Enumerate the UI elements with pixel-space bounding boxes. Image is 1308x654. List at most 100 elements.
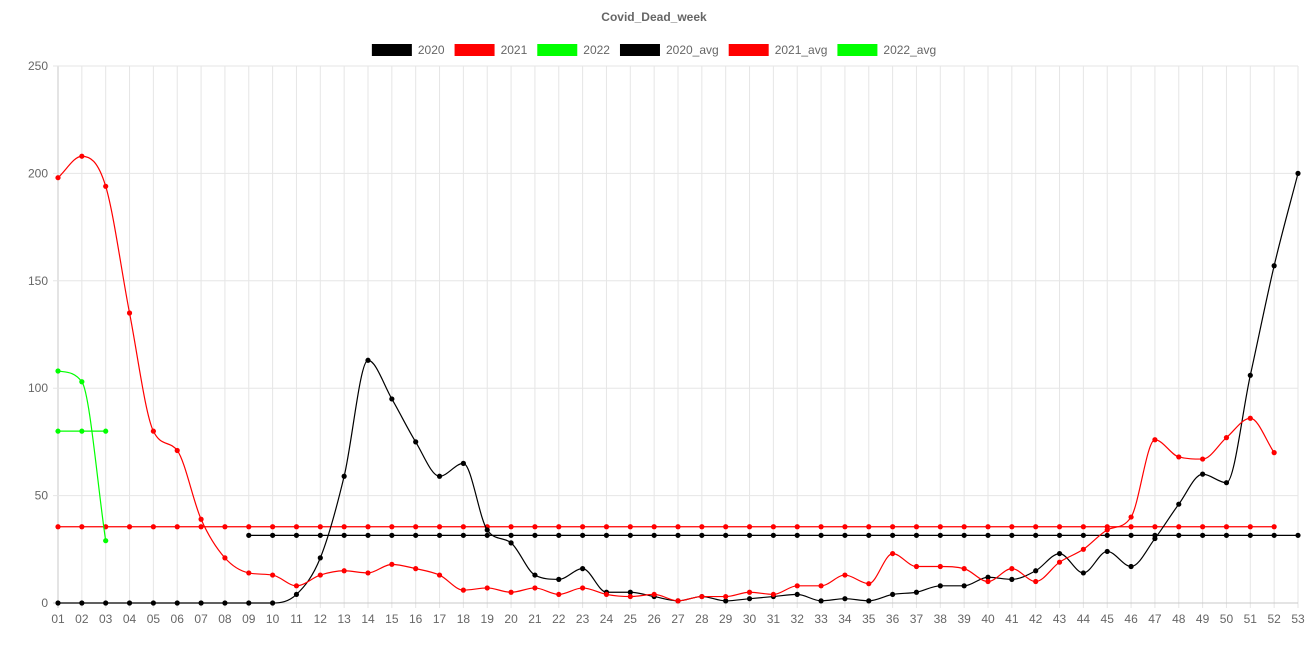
x-tick-label: 09 <box>242 612 256 626</box>
data-point <box>1033 568 1039 574</box>
data-point <box>1247 524 1253 530</box>
x-tick-label: 14 <box>361 612 375 626</box>
data-point <box>937 532 943 538</box>
x-tick-label: 15 <box>385 612 399 626</box>
data-point <box>866 532 872 538</box>
data-point <box>1223 480 1230 486</box>
data-point <box>699 524 705 530</box>
data-point <box>746 532 753 538</box>
data-point <box>508 532 514 538</box>
data-point <box>79 524 85 530</box>
data-point <box>1152 535 1158 542</box>
x-tick-label: 20 <box>504 612 518 626</box>
x-tick-label: 32 <box>791 612 805 626</box>
data-point <box>1080 570 1086 576</box>
data-point <box>794 583 800 589</box>
y-tick-label: 50 <box>35 489 49 503</box>
legend-swatch <box>619 44 660 56</box>
data-point <box>1176 532 1182 538</box>
data-point <box>341 568 347 574</box>
data-point <box>389 396 395 402</box>
data-point <box>532 572 538 578</box>
data-point <box>341 473 347 479</box>
y-tick-label: 150 <box>28 274 48 288</box>
legend-item-2020_avg[interactable]: 2020_avg <box>619 43 719 57</box>
data-point <box>1200 471 1206 477</box>
data-point <box>627 589 633 595</box>
x-tick-label: 43 <box>1053 612 1067 626</box>
data-point <box>746 596 753 602</box>
data-point <box>1223 532 1230 538</box>
data-point <box>317 555 323 561</box>
data-point <box>913 524 920 530</box>
legend-swatch <box>371 44 412 56</box>
data-point <box>198 516 204 522</box>
data-point <box>770 524 776 530</box>
legend-item-2021_avg[interactable]: 2021_avg <box>728 43 828 57</box>
x-tick-label: 03 <box>99 612 113 626</box>
legend-item-2021[interactable]: 2021 <box>454 43 528 57</box>
series-2021 <box>55 153 1277 604</box>
data-point <box>985 578 991 585</box>
data-point <box>1128 514 1134 520</box>
y-tick-label: 200 <box>28 166 48 180</box>
data-point <box>1247 372 1253 378</box>
legend-label: 2021_avg <box>775 43 828 57</box>
x-tick-label: 42 <box>1029 612 1043 626</box>
x-tick-label: 36 <box>886 612 900 626</box>
data-point <box>365 524 371 530</box>
x-tick-label: 05 <box>147 612 161 626</box>
data-point <box>389 561 395 567</box>
y-tick-label: 250 <box>28 59 48 73</box>
x-tick-label: 19 <box>481 612 495 626</box>
data-point <box>436 524 443 530</box>
legend-label: 2020_avg <box>666 43 719 57</box>
data-point <box>484 527 490 533</box>
data-point <box>150 600 156 606</box>
data-point <box>222 600 228 606</box>
data-point <box>1033 578 1039 585</box>
data-point <box>842 532 848 538</box>
data-point <box>1104 532 1110 538</box>
x-tick-label: 37 <box>910 612 924 626</box>
data-point <box>246 524 252 530</box>
data-point <box>890 524 896 530</box>
x-tick-label: 17 <box>433 612 447 626</box>
data-point <box>1176 501 1182 507</box>
data-point <box>1271 450 1277 456</box>
x-tick-label: 31 <box>767 612 781 626</box>
data-point <box>198 524 204 530</box>
data-point <box>508 540 514 546</box>
data-point <box>1033 524 1039 530</box>
data-point <box>246 570 252 576</box>
data-point <box>866 581 872 587</box>
data-point <box>1295 532 1301 538</box>
data-point <box>1104 548 1110 555</box>
data-point <box>603 591 610 598</box>
legend-item-2020[interactable]: 2020 <box>371 43 445 57</box>
data-point <box>55 524 61 530</box>
legend-item-2022_avg[interactable]: 2022_avg <box>837 43 936 57</box>
data-point <box>1009 524 1015 530</box>
data-point <box>389 524 395 530</box>
data-point <box>556 591 562 598</box>
legend-swatch <box>837 44 878 56</box>
data-point <box>770 591 776 598</box>
data-point <box>174 447 180 454</box>
data-point <box>436 532 443 538</box>
legend-item-2022[interactable]: 2022 <box>537 43 610 57</box>
x-tick-label: 01 <box>51 612 65 626</box>
data-point <box>317 524 323 530</box>
data-point <box>341 524 347 530</box>
data-point <box>365 570 371 576</box>
data-point <box>580 566 586 572</box>
data-point <box>365 532 371 538</box>
data-point <box>890 532 896 538</box>
data-point <box>890 591 896 598</box>
data-point <box>103 538 109 544</box>
data-point <box>1223 435 1230 441</box>
data-point <box>890 550 896 557</box>
data-point <box>1009 576 1015 582</box>
data-point <box>460 587 466 593</box>
